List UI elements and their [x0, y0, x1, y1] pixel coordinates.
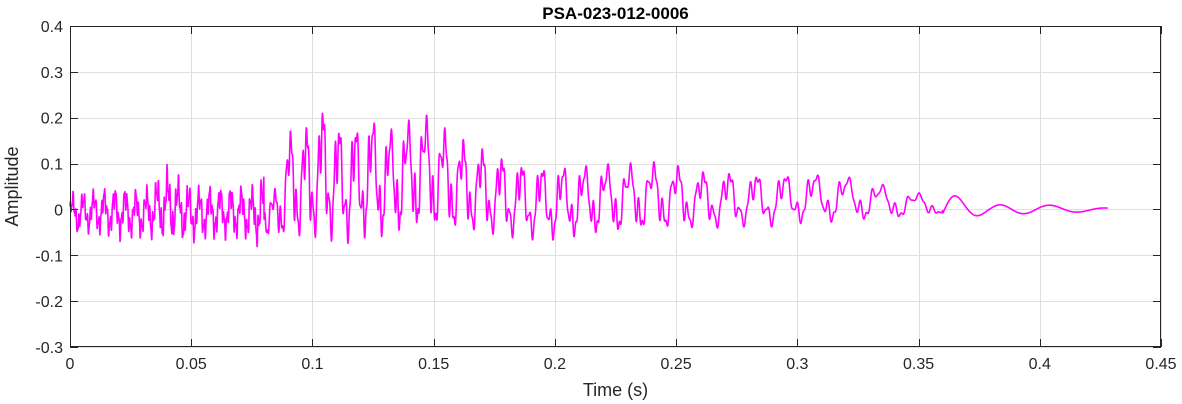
x-axis-label: Time (s): [583, 380, 648, 400]
x-tick-label: 0.35: [903, 356, 934, 373]
series-layer: [69, 112, 1109, 248]
y-tick-label: 0.4: [41, 19, 63, 36]
chart-title: PSA-023-012-0006: [542, 4, 688, 23]
x-tick-label: 0.3: [786, 356, 808, 373]
y-tick-label: 0.1: [41, 157, 63, 174]
y-tick-label: -0.2: [35, 294, 63, 311]
y-tick-label: 0.2: [41, 111, 63, 128]
tick-labels: 0 0.05 0.1 0.15 0.2 0.25 0.3 0.35 0.4 0.45 -0.3 -0.…: [35, 19, 1176, 373]
x-tick-label: 0.2: [544, 356, 566, 373]
ticks: [70, 26, 1162, 348]
y-axis-label: Amplitude: [2, 146, 22, 226]
y-tick-label: 0.3: [41, 65, 63, 82]
y-tick-label: 0: [54, 202, 63, 219]
y-tick-label: -0.3: [35, 340, 63, 357]
series-line: [69, 112, 1109, 248]
x-tick-label: 0.4: [1029, 356, 1051, 373]
x-tick-label: 0.15: [418, 356, 449, 373]
x-tick-label: 0.05: [176, 356, 207, 373]
axes-box: [70, 26, 1161, 347]
x-tick-label: 0: [66, 356, 75, 373]
x-tick-label: 0.45: [1145, 356, 1176, 373]
x-tick-label: 0.1: [301, 356, 323, 373]
plot-area: [70, 26, 1161, 347]
y-tick-label: -0.1: [35, 248, 63, 265]
x-tick-label: 0.25: [661, 356, 692, 373]
